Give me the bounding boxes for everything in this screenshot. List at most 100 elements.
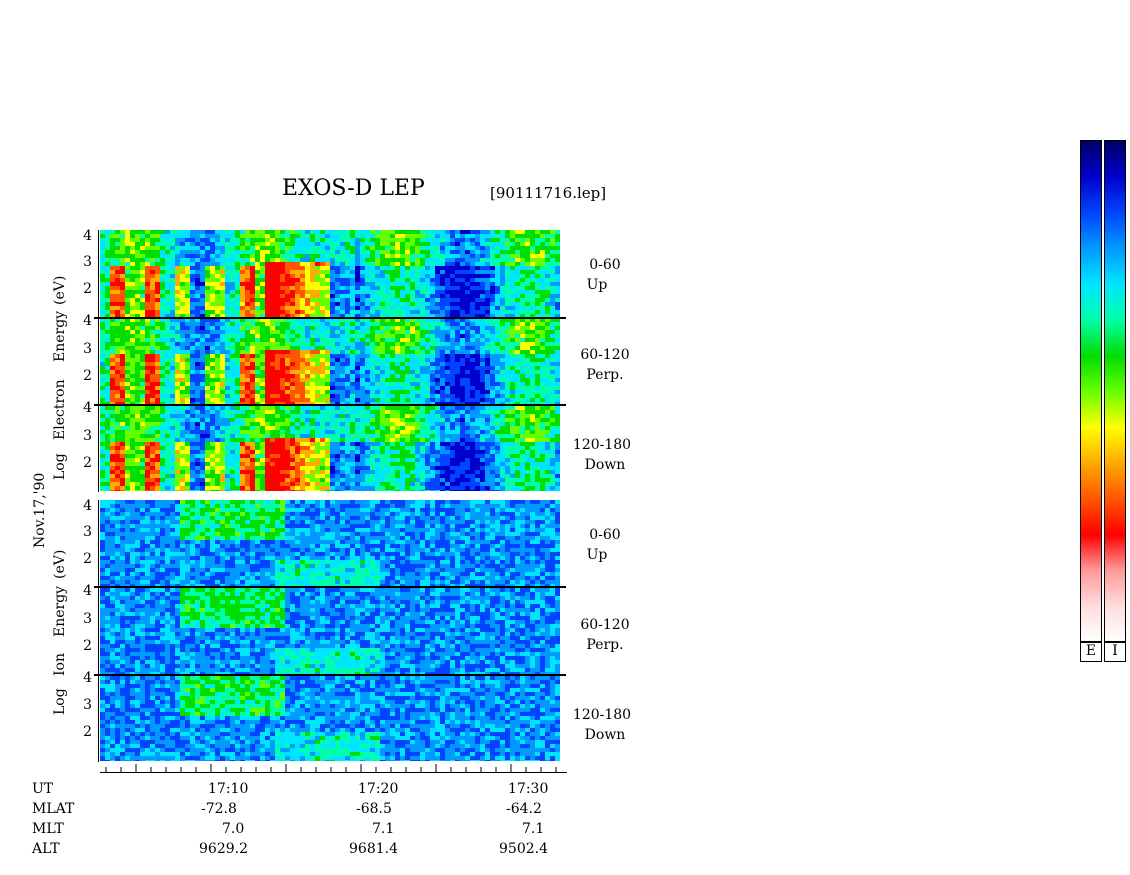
- spectrogram-cell: [125, 230, 130, 234]
- spectrogram-cell: [230, 230, 235, 234]
- spectrogram-cell: [180, 482, 185, 486]
- spectrogram-cell: [195, 258, 200, 262]
- spectrogram-cell: [280, 286, 285, 290]
- spectrogram-cell: [170, 358, 175, 362]
- spectrogram-cell: [415, 318, 420, 322]
- spectrogram-cell: [245, 266, 250, 270]
- spectrogram-cell: [465, 234, 470, 238]
- spectrogram-cell: [520, 398, 525, 402]
- spectrogram-cell: [270, 486, 275, 490]
- spectrogram-cell: [165, 262, 170, 266]
- spectrogram-cell: [110, 410, 115, 414]
- spectrogram-cell: [285, 282, 290, 286]
- spectrogram-cell: [455, 262, 460, 266]
- spectrogram-cell: [225, 470, 230, 474]
- spectrogram-cell: [410, 294, 415, 298]
- spectrogram-cell: [300, 418, 305, 422]
- spectrogram-cell: [550, 386, 555, 390]
- spectrogram-cell: [255, 298, 260, 302]
- spectrogram-cell: [360, 318, 365, 322]
- spectrogram-cell: [220, 450, 225, 454]
- spectrogram-cell: [545, 250, 550, 254]
- spectrogram-cell: [510, 266, 515, 270]
- spectrogram-cell: [290, 282, 295, 286]
- spectrogram-cell: [500, 314, 505, 317]
- spectrogram-cell: [110, 478, 115, 482]
- spectrogram-cell: [440, 326, 445, 330]
- spectrogram-cell: [230, 438, 235, 442]
- spectrogram-cell: [550, 242, 555, 246]
- spectrogram-cell: [155, 314, 160, 317]
- spectrogram-cell: [260, 270, 265, 274]
- spectrogram-cell: [415, 254, 420, 258]
- spectrogram-cell: [230, 282, 235, 286]
- spectrogram-cell: [220, 266, 225, 270]
- spectrogram-cell: [150, 338, 155, 342]
- spectrogram-cell: [285, 238, 290, 242]
- spectrogram-cell: [145, 390, 150, 394]
- spectrogram-cell: [500, 386, 505, 390]
- spectrogram-cell: [250, 326, 255, 330]
- spectrogram-cell: [175, 306, 180, 310]
- spectrogram-cell: [435, 374, 440, 378]
- spectrogram-cell: [130, 334, 135, 338]
- spectrogram-cell: [235, 318, 240, 322]
- spectrogram-cell: [285, 234, 290, 238]
- spectrogram-cell: [270, 490, 275, 491]
- spectrogram-cell: [200, 422, 205, 426]
- spectrogram-cell: [120, 310, 125, 314]
- spectrogram-cell: [370, 346, 375, 350]
- spectrogram-cell: [125, 334, 130, 338]
- spectrogram-cell: [400, 322, 405, 326]
- spectrogram-cell: [205, 334, 210, 338]
- spectrogram-cell: [180, 334, 185, 338]
- spectrogram-cell: [135, 322, 140, 326]
- spectrogram-cell: [540, 310, 545, 314]
- spectrogram-cell: [485, 330, 490, 334]
- spectrogram-cell: [365, 330, 370, 334]
- spectrogram-cell: [280, 298, 285, 302]
- spectrogram-cell: [330, 386, 335, 390]
- spectrogram-cell: [145, 310, 150, 314]
- spectrogram-cell: [100, 294, 105, 298]
- spectrogram-cell: [455, 254, 460, 258]
- spectrogram-cell: [190, 470, 195, 474]
- spectrogram-cell: [465, 370, 470, 374]
- spectrogram-cell: [315, 294, 320, 298]
- spectrogram-cell: [110, 418, 115, 422]
- spectrogram-cell: [240, 358, 245, 362]
- spectrogram-cell: [265, 258, 270, 262]
- spectrogram-cell: [445, 282, 450, 286]
- spectrogram-cell: [100, 382, 105, 386]
- spectrogram-cell: [250, 246, 255, 250]
- spectrogram-cell: [335, 394, 340, 398]
- spectrogram-cell: [310, 354, 315, 358]
- spectrogram-cell: [490, 306, 495, 310]
- spectrogram-cell: [520, 330, 525, 334]
- spectrogram-cell: [175, 346, 180, 350]
- spectrogram-cell: [245, 434, 250, 438]
- spectrogram-cell: [515, 390, 520, 394]
- spectrogram-cell: [160, 262, 165, 266]
- spectrogram-cell: [465, 358, 470, 362]
- spectrogram-cell: [405, 274, 410, 278]
- spectrogram-cell: [265, 410, 270, 414]
- spectrogram-cell: [180, 270, 185, 274]
- spectrogram-cell: [260, 354, 265, 358]
- spectrogram-cell: [265, 454, 270, 458]
- spectrogram-cell: [225, 294, 230, 298]
- spectrogram-cell: [270, 366, 275, 370]
- spectrogram-cell: [115, 302, 120, 306]
- spectrogram-cell: [385, 230, 390, 234]
- spectrogram-cell: [415, 234, 420, 238]
- spectrogram-cell: [295, 290, 300, 294]
- spectrogram-cell: [395, 382, 400, 386]
- spectrogram-cell: [160, 426, 165, 430]
- spectrogram-cell: [225, 426, 230, 430]
- spectrogram-cell: [310, 322, 315, 326]
- spectrogram-cell: [265, 362, 270, 366]
- spectrogram-cell: [435, 274, 440, 278]
- spectrogram-cell: [450, 358, 455, 362]
- spectrogram-cell: [460, 350, 465, 354]
- spectrogram-cell: [325, 386, 330, 390]
